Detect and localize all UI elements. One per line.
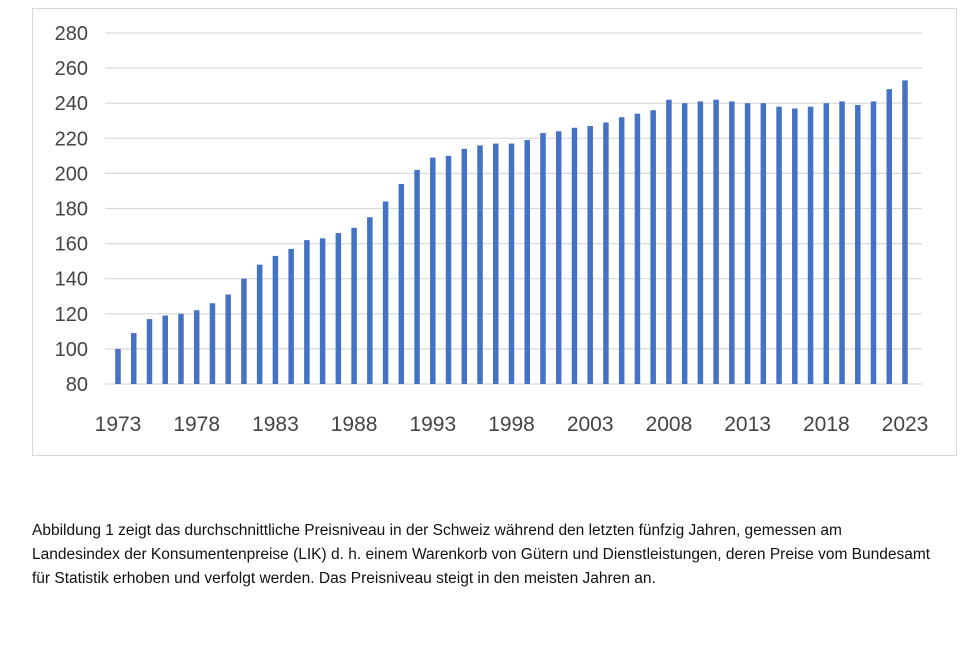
bar-1985 — [304, 240, 310, 384]
bar-2006 — [634, 113, 641, 384]
bar-1991 — [398, 183, 405, 384]
bar-2023 — [902, 80, 908, 384]
x-tick-label: 2018 — [803, 413, 850, 436]
chart-frame — [32, 8, 957, 456]
bar-1976 — [162, 315, 168, 384]
x-tick-label: 1988 — [331, 413, 378, 436]
bar-1999 — [524, 140, 530, 384]
x-tick-label: 1973 — [95, 413, 142, 436]
bar-2011 — [713, 99, 719, 384]
bar-1994 — [445, 155, 452, 384]
bar-2014 — [760, 103, 767, 384]
figure-caption: Abbildung 1 zeigt das durchschnittliche … — [32, 522, 931, 587]
bar-2020 — [855, 104, 861, 384]
bar-2010 — [697, 101, 704, 384]
x-tick-label: 1978 — [173, 413, 220, 436]
bar-2001 — [555, 131, 562, 384]
bar-2005 — [618, 117, 625, 385]
price-level-bar-chart: 80 100 120 140 160 180 200 220 240 260 280 1973 1978… — [55, 23, 929, 436]
x-tick-label: 1998 — [488, 413, 535, 436]
bar-1993 — [430, 157, 436, 384]
bar-1990 — [382, 201, 389, 384]
bar-2016 — [792, 108, 798, 384]
bar-2003 — [587, 126, 593, 384]
bar-1997 — [493, 143, 499, 384]
y-tick-label: 160 — [55, 234, 88, 256]
bar-1977 — [178, 313, 184, 384]
bar-1983 — [272, 255, 279, 384]
y-tick-label: 120 — [55, 304, 88, 326]
y-tick-label: 260 — [55, 58, 88, 80]
y-tick-label: 240 — [55, 93, 88, 115]
y-tick-label: 80 — [66, 374, 88, 396]
bar-1992 — [414, 169, 420, 384]
bar-1982 — [256, 264, 263, 384]
bar-1978 — [193, 310, 200, 384]
bar-2009 — [681, 103, 688, 384]
bar-1996 — [477, 145, 483, 384]
y-tick-label: 220 — [55, 128, 88, 150]
y-tick-label: 280 — [55, 23, 88, 45]
y-tick-label: 100 — [55, 339, 88, 361]
bar-2015 — [776, 106, 782, 385]
bar-1979 — [209, 303, 216, 384]
bar-1973 — [115, 348, 121, 384]
bar-1986 — [319, 238, 326, 384]
bar-2002 — [571, 127, 578, 385]
bar-2017 — [807, 106, 814, 385]
bar-1981 — [241, 278, 247, 384]
bar-1980 — [225, 294, 231, 384]
bar-1988 — [351, 227, 357, 384]
bar-2004 — [603, 122, 609, 384]
bar-2007 — [650, 110, 656, 384]
bar-1975 — [146, 319, 153, 384]
bar-1989 — [367, 217, 373, 384]
bar-2012 — [729, 101, 735, 384]
bar-2021 — [870, 101, 877, 384]
y-tick-label: 200 — [55, 163, 88, 185]
bar-1974 — [130, 333, 137, 384]
y-tick-label: 140 — [55, 269, 88, 291]
x-tick-label: 2023 — [882, 413, 929, 436]
bar-1984 — [288, 248, 294, 384]
y-tick-label: 180 — [55, 199, 88, 221]
bar-1987 — [335, 233, 342, 384]
x-tick-label: 2003 — [567, 413, 614, 436]
bar-2018 — [823, 103, 830, 384]
bar-2022 — [886, 89, 893, 384]
x-tick-label: 2008 — [646, 413, 693, 436]
bar-1998 — [508, 143, 515, 384]
bar-2008 — [666, 99, 672, 384]
x-tick-label: 1983 — [252, 413, 299, 436]
x-tick-label: 1993 — [409, 413, 456, 436]
bar-2019 — [839, 101, 845, 384]
bar-2013 — [744, 103, 751, 384]
bar-1995 — [461, 148, 468, 384]
bar-2000 — [540, 133, 546, 384]
x-tick-label: 2013 — [724, 413, 771, 436]
